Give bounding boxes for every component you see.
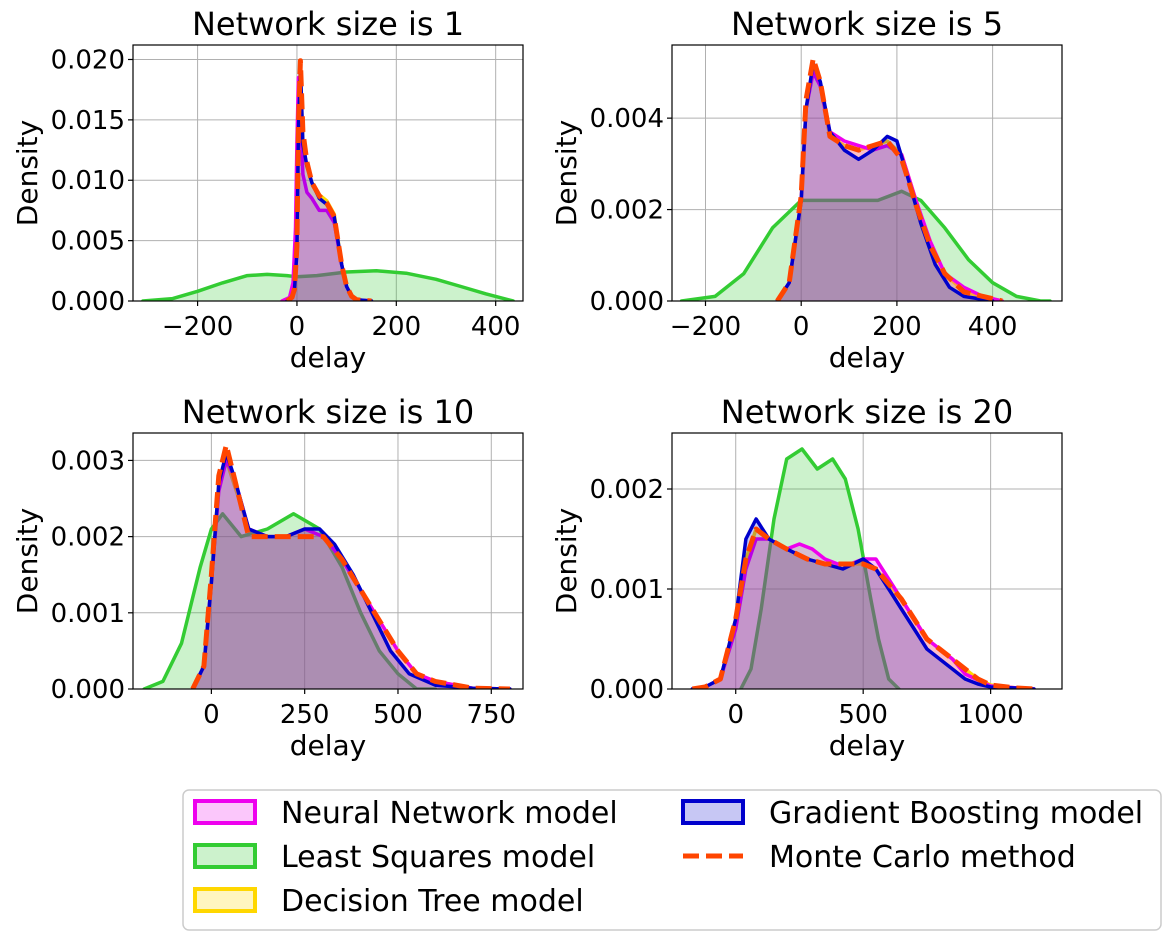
area-nn bbox=[282, 77, 372, 301]
panel-title: Network size is 5 bbox=[731, 5, 1003, 43]
panel-title: Network size is 20 bbox=[721, 393, 1013, 431]
legend-label: Monte Carlo method bbox=[769, 840, 1076, 875]
area-gb bbox=[777, 63, 993, 301]
legend-items: Neural Network model Least Squares model D… bbox=[193, 796, 1143, 919]
legend-swatch bbox=[193, 887, 257, 913]
area-ls bbox=[142, 270, 514, 301]
y-tick-label: 0.004 bbox=[590, 104, 664, 134]
plot-area bbox=[679, 56, 1052, 301]
legend-label: Gradient Boosting model bbox=[769, 796, 1143, 831]
y-tick-label: 0.000 bbox=[51, 675, 125, 705]
legend-swatch bbox=[193, 843, 257, 869]
legend-item-gb: Gradient Boosting model bbox=[681, 796, 1143, 831]
y-tick-label: 0.001 bbox=[590, 575, 664, 605]
area-ls bbox=[740, 449, 899, 689]
x-tick-label: 400 bbox=[968, 312, 1018, 342]
y-axis-label: Density bbox=[550, 120, 583, 226]
axes-frame bbox=[132, 432, 524, 690]
y-tick-label: 0.005 bbox=[51, 227, 125, 257]
plot-area bbox=[690, 447, 1036, 689]
legend-label: Least Squares model bbox=[281, 840, 595, 875]
legend-item-dt: Decision Tree model bbox=[193, 884, 584, 919]
line-mc bbox=[775, 56, 1003, 301]
chart-panel-3: 0 250 500 750 0.000 0.001 0.002 0.003 Network si… bbox=[11, 393, 524, 762]
chart-panel-1: −200 0 200 400 0.000 0.005 0.010 0.015 0.020 Netw… bbox=[11, 5, 524, 374]
area-gb bbox=[192, 452, 510, 689]
area-nn bbox=[777, 72, 1003, 301]
x-tick-label: 200 bbox=[872, 312, 922, 342]
x-tick-label: 1000 bbox=[958, 700, 1024, 730]
x-tick-label: 0 bbox=[203, 700, 220, 730]
line-ls bbox=[142, 512, 438, 689]
area-dt bbox=[692, 529, 1034, 689]
y-tick-label: 0.002 bbox=[590, 196, 664, 226]
x-tick-label: 0 bbox=[289, 312, 306, 342]
line-ls bbox=[739, 447, 901, 689]
y-tick-label: 0.000 bbox=[590, 287, 664, 317]
area-gb bbox=[287, 65, 372, 301]
area-dt bbox=[777, 67, 1003, 301]
x-tick-label: 250 bbox=[280, 700, 330, 730]
chart-panels: −200 0 200 400 0.000 0.005 0.010 0.015 0.020 Netw… bbox=[11, 5, 1063, 762]
x-tick-label: −200 bbox=[162, 312, 233, 342]
y-tick-label: 0.020 bbox=[51, 45, 125, 75]
chart-panel-4: 0 500 1000 0.000 0.001 0.002 Network size is 2… bbox=[550, 393, 1063, 762]
x-tick-label: 500 bbox=[373, 700, 423, 730]
y-tick-label: 0.001 bbox=[51, 599, 125, 629]
x-axis-label: delay bbox=[829, 341, 906, 374]
y-axis-label: Density bbox=[550, 508, 583, 614]
area-nn bbox=[692, 539, 1034, 689]
y-tick-label: 0.002 bbox=[590, 475, 664, 505]
area-dt bbox=[287, 71, 372, 301]
area-gb bbox=[692, 519, 1034, 689]
plot-area bbox=[141, 58, 515, 301]
legend-label: Decision Tree model bbox=[281, 884, 584, 919]
y-axis-label: Density bbox=[11, 120, 44, 226]
x-tick-label: 200 bbox=[371, 312, 421, 342]
chart-panel-2: −200 0 200 400 0.000 0.002 0.004 Network size i… bbox=[550, 5, 1063, 374]
line-ls bbox=[679, 189, 1052, 301]
y-tick-label: 0.000 bbox=[51, 287, 125, 317]
x-axis-label: delay bbox=[290, 729, 367, 762]
legend-swatch bbox=[681, 799, 745, 825]
x-tick-label: 400 bbox=[471, 312, 521, 342]
y-tick-label: 0.010 bbox=[51, 166, 125, 196]
legend-item-mc: Monte Carlo method bbox=[683, 840, 1076, 875]
legend-swatch bbox=[193, 799, 257, 825]
y-tick-label: 0.003 bbox=[51, 446, 125, 476]
line-mc bbox=[190, 442, 510, 689]
legend-item-nn: Neural Network model bbox=[193, 796, 618, 831]
legend-item-ls: Least Squares model bbox=[193, 840, 595, 875]
area-ls bbox=[681, 191, 1050, 301]
line-gb bbox=[775, 61, 995, 301]
legend: Neural Network model Least Squares model D… bbox=[182, 789, 1162, 931]
y-tick-label: 0.000 bbox=[590, 675, 664, 705]
x-tick-label: −200 bbox=[670, 312, 741, 342]
legend-label: Neural Network model bbox=[281, 796, 618, 831]
x-tick-label: 750 bbox=[466, 700, 516, 730]
y-tick-label: 0.015 bbox=[51, 106, 125, 136]
area-ls bbox=[144, 513, 436, 689]
x-axis-label: delay bbox=[829, 729, 906, 762]
panel-title: Network size is 1 bbox=[192, 5, 464, 43]
legend-frame bbox=[182, 789, 1162, 931]
y-tick-label: 0.002 bbox=[51, 523, 125, 553]
y-axis-label: Density bbox=[11, 508, 44, 614]
line-mc bbox=[692, 526, 1035, 689]
x-axis-label: delay bbox=[290, 341, 367, 374]
line-ls bbox=[141, 269, 515, 301]
plot-area bbox=[142, 442, 512, 689]
axes-frame bbox=[132, 44, 524, 302]
x-tick-label: 500 bbox=[838, 700, 888, 730]
line-gb bbox=[285, 63, 374, 301]
x-tick-label: 0 bbox=[793, 312, 810, 342]
x-tick-label: 0 bbox=[727, 700, 744, 730]
axes-frame bbox=[671, 44, 1063, 302]
panel-title: Network size is 10 bbox=[182, 393, 474, 431]
axes-frame bbox=[671, 432, 1063, 690]
